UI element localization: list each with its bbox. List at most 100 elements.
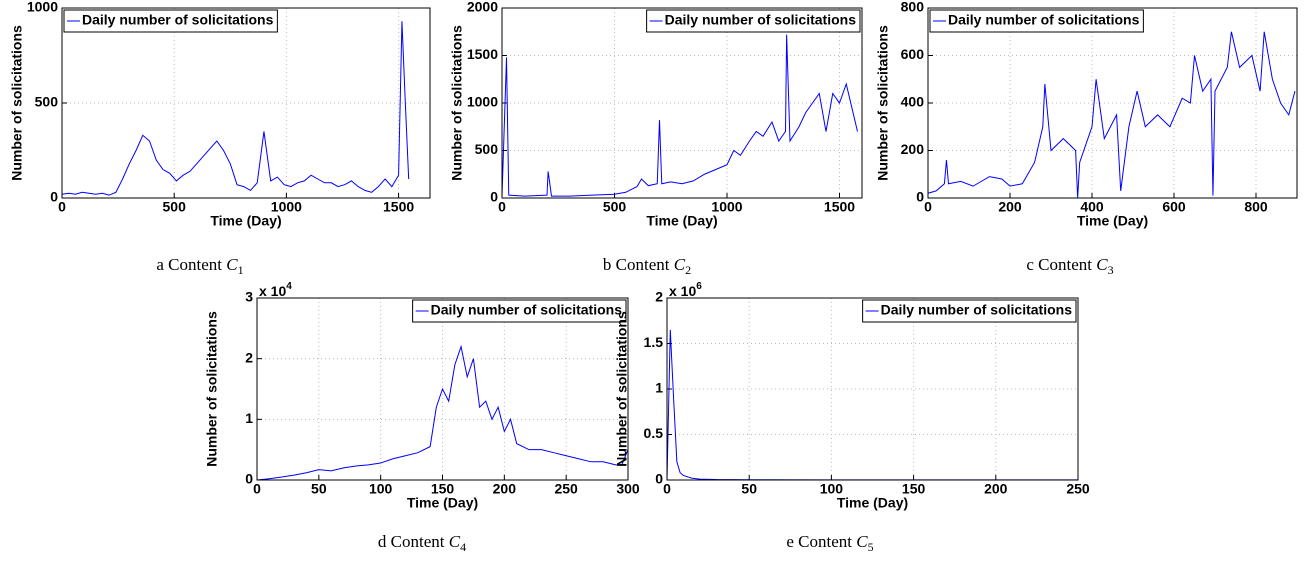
x-tick-label: 0 — [58, 199, 66, 215]
x-tick-label: 800 — [1244, 199, 1268, 215]
axes-frame — [61, 7, 431, 199]
legend-label: Daily number of solicitations — [82, 12, 274, 28]
y-tick-label: 500 — [35, 94, 59, 110]
caption-symbol: C — [226, 255, 238, 274]
x-tick-label: 1500 — [383, 199, 414, 215]
y-tick-label: 1500 — [467, 46, 498, 62]
y-tick-label: 800 — [901, 0, 925, 15]
y-scale-factor: x 106 — [669, 281, 702, 299]
x-tick-label: 1500 — [824, 199, 855, 215]
y-scale-exponent: 6 — [696, 281, 702, 292]
data-line — [927, 31, 1296, 199]
x-tick-label: 0 — [924, 199, 932, 215]
x-tick-label: 500 — [603, 199, 627, 215]
y-tick-label: 600 — [901, 46, 925, 62]
data-line — [501, 34, 858, 197]
y-tick-label: 400 — [901, 94, 925, 110]
legend: Daily number of solicitations — [862, 299, 1077, 323]
x-axis-label: Time (Day) — [837, 495, 908, 511]
y-tick-label: 2 — [245, 349, 253, 365]
x-axis-label: Time (Day) — [646, 213, 717, 229]
x-tick-label: 150 — [902, 481, 926, 497]
subplot: 0 50 100 150 200 250 0 0.5 1 1.5 2 Time (Day) Number… — [614, 281, 1090, 554]
y-tick-label: 3 — [245, 289, 253, 305]
axes-frame — [501, 7, 863, 199]
x-tick-label: 200 — [998, 199, 1022, 215]
legend-box — [412, 299, 627, 323]
axes-frame — [666, 297, 1079, 481]
y-scale-exponent: 4 — [286, 281, 292, 292]
y-tick-label: 0 — [916, 189, 924, 205]
caption-symbol: C — [856, 532, 868, 551]
caption-subscript: 2 — [685, 263, 691, 277]
caption: c Content C3 — [1026, 255, 1113, 277]
caption-symbol: C — [449, 532, 461, 551]
legend: Daily number of solicitations — [929, 9, 1144, 33]
y-tick-label: 1000 — [467, 94, 498, 110]
caption-subscript: 4 — [460, 540, 466, 554]
y-scale-text: x 10 — [259, 283, 286, 299]
x-axis-label: Time (Day) — [407, 495, 478, 511]
legend-box — [862, 299, 1077, 323]
x-tick-label: 250 — [554, 481, 578, 497]
x-tick-label: 0 — [498, 199, 506, 215]
caption: b Content C2 — [603, 255, 691, 277]
y-tick-label: 2000 — [467, 0, 498, 15]
legend: Daily number of solicitations — [646, 9, 861, 33]
caption-subscript: 5 — [868, 540, 874, 554]
caption-prefix: e Content — [786, 532, 852, 551]
legend-label: Daily number of solicitations — [665, 12, 857, 28]
y-tick-label: 1000 — [27, 0, 58, 15]
y-tick-label: 200 — [901, 141, 925, 157]
x-tick-label: 200 — [493, 481, 517, 497]
y-scale-factor: x 104 — [259, 281, 292, 299]
axes-frame — [256, 297, 629, 481]
x-axis-label: Time (Day) — [1077, 213, 1148, 229]
x-tick-label: 0 — [253, 481, 261, 497]
y-tick-label: 0 — [245, 471, 253, 487]
y-tick-label: 0 — [490, 189, 498, 205]
x-tick-label: 0 — [663, 481, 671, 497]
caption: d Content C4 — [378, 532, 466, 554]
data-line — [256, 344, 629, 481]
y-axis-label: Number of solicitations — [204, 311, 220, 467]
legend-box — [646, 9, 861, 33]
y-tick-label: 0 — [50, 189, 58, 205]
y-tick-label: 0.5 — [644, 425, 664, 441]
y-axis-label: Number of solicitations — [449, 25, 465, 181]
y-tick-label: 1 — [655, 380, 663, 396]
y-tick-label: 1 — [245, 410, 253, 426]
x-tick-label: 100 — [820, 481, 844, 497]
legend-label: Daily number of solicitations — [881, 302, 1073, 318]
x-tick-label: 1000 — [271, 199, 302, 215]
caption-subscript: 3 — [1108, 263, 1114, 277]
y-scale-text: x 10 — [669, 283, 696, 299]
x-tick-label: 250 — [1066, 481, 1090, 497]
axes-frame — [927, 7, 1298, 199]
y-tick-label: 500 — [475, 141, 499, 157]
y-axis-label: Number of solicitations — [9, 25, 25, 181]
y-tick-label: 1.5 — [644, 334, 664, 350]
subplot: 0 200 400 600 800 0 200 400 600 800 Time (Day) Numb… — [875, 0, 1298, 277]
caption-prefix: d Content — [378, 532, 445, 551]
x-axis-label: Time (Day) — [210, 213, 281, 229]
data-line — [61, 21, 410, 196]
legend-box — [929, 9, 1144, 33]
caption: e Content C5 — [786, 532, 873, 554]
x-tick-label: 1000 — [711, 199, 742, 215]
y-axis-label: Number of solicitations — [614, 311, 630, 467]
y-tick-label: 0 — [655, 471, 663, 487]
x-tick-label: 300 — [616, 481, 640, 497]
subplot: 0 500 1000 1500 0 500 1000 1500 2000 Time (Day) Nu… — [449, 0, 863, 277]
legend: Daily number of solicitations — [412, 299, 627, 323]
x-tick-label: 600 — [1162, 199, 1186, 215]
y-tick-label: 2 — [655, 289, 663, 305]
caption-symbol: C — [1096, 255, 1108, 274]
y-axis-label: Number of solicitations — [875, 25, 891, 181]
caption-prefix: c Content — [1026, 255, 1092, 274]
legend-box — [63, 9, 278, 33]
x-tick-label: 150 — [431, 481, 455, 497]
plot-area — [667, 298, 1078, 480]
